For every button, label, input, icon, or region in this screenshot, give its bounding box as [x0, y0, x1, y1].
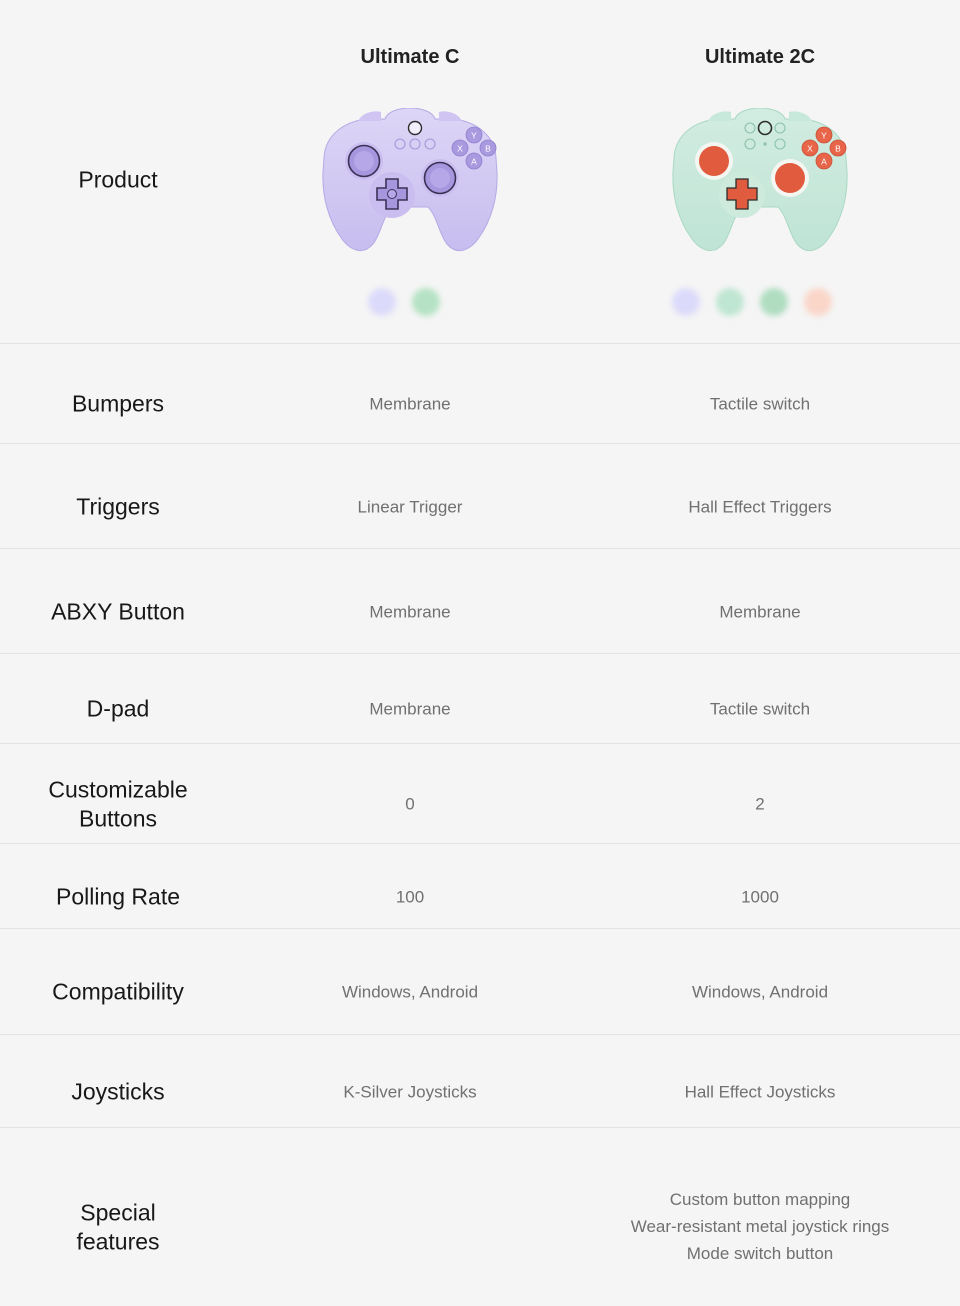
svg-text:A: A [471, 157, 477, 167]
svg-text:Y: Y [471, 131, 477, 141]
svg-text:X: X [457, 144, 463, 154]
svg-text:Y: Y [821, 131, 827, 141]
svg-text:A: A [821, 157, 827, 167]
svg-text:B: B [485, 144, 491, 154]
svg-text:X: X [807, 144, 813, 154]
svg-text:B: B [835, 144, 841, 154]
